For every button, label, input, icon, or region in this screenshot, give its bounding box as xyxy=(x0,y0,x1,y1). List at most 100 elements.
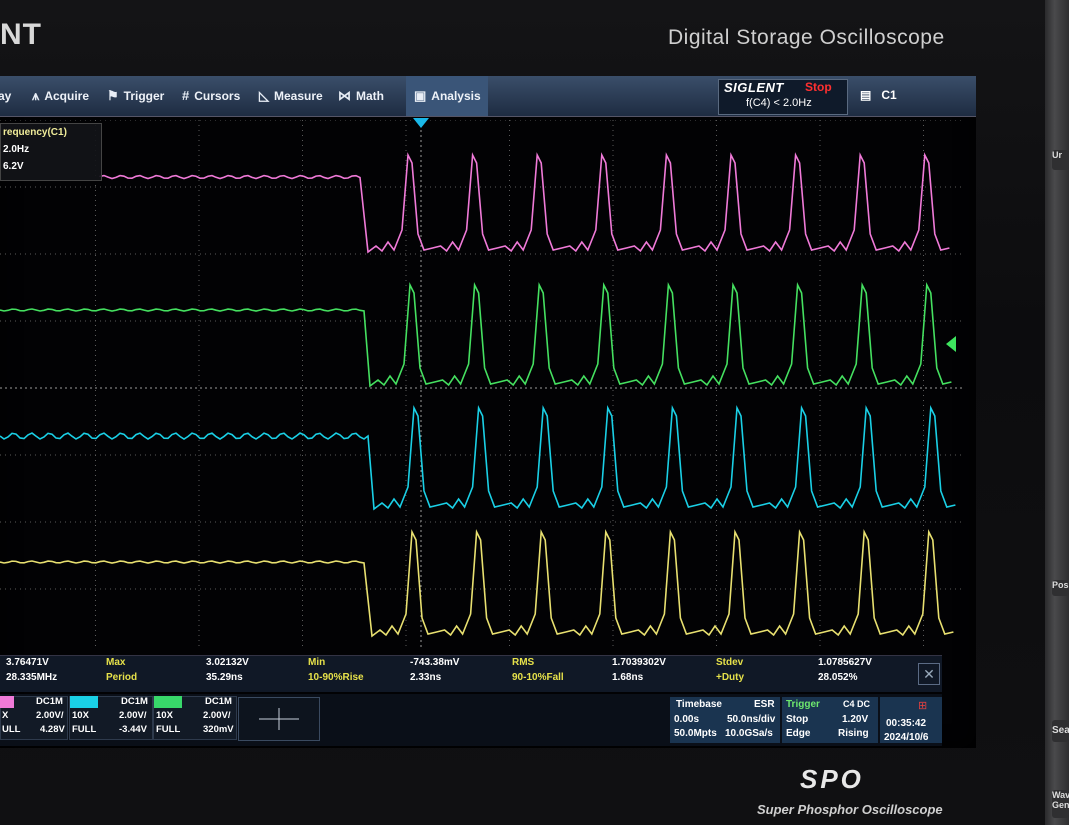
sample-rate: 10.0GSa/s xyxy=(725,728,773,739)
crosshair-icon xyxy=(259,708,299,730)
measure-label: Stdev xyxy=(716,657,744,668)
waveform-grid[interactable] xyxy=(0,120,962,650)
clock-time: 00:35:42 xyxy=(886,718,927,729)
freq-amplitude: 6.2V xyxy=(3,161,24,172)
timebase-title: Timebase xyxy=(676,699,722,710)
trigger-type: Edge xyxy=(786,728,811,739)
ch1-probe: X xyxy=(2,710,9,721)
menu-acquire[interactable]: ⩚ Acquire xyxy=(32,76,89,116)
trigger-position-marker[interactable] xyxy=(413,118,429,128)
siglent-logo: SIGLENT xyxy=(724,80,784,95)
menu-display[interactable]: ay xyxy=(0,89,12,103)
ch1-bandwidth: ULL xyxy=(2,724,21,735)
channel-offset-marker[interactable] xyxy=(946,336,956,352)
trigger-condition: f(C4) < 2.0Hz xyxy=(746,97,812,109)
ch3-bandwidth: FULL xyxy=(156,724,181,735)
measure-icon: ◺ xyxy=(259,88,269,103)
trace-channel-1 xyxy=(99,152,950,254)
list-icon: ▤ xyxy=(860,88,872,102)
ch2-offset: -3.44V xyxy=(119,724,147,735)
ch3-scale: 2.00V/ xyxy=(203,710,231,721)
trigger-source: C4 DC xyxy=(843,699,871,709)
measure-label: 90-10%Fall xyxy=(512,672,564,683)
analysis-icon: ▣ xyxy=(414,88,427,103)
channel-3-tag xyxy=(154,696,182,708)
channel-selector[interactable]: ▤ C1 xyxy=(860,88,897,102)
grid-lines xyxy=(0,120,962,650)
timebase-mode: ESR xyxy=(754,699,775,710)
product-title: Digital Storage Oscilloscope xyxy=(668,26,945,49)
measure-label: +Duty xyxy=(716,672,745,683)
measure-value: 3.76471V xyxy=(6,657,49,668)
waveform-traces xyxy=(0,152,956,638)
channel-1-settings[interactable] xyxy=(0,696,68,740)
timebase-panel[interactable] xyxy=(670,697,780,743)
freq-value: 2.0Hz xyxy=(3,144,30,155)
measure-value: 3.02132V xyxy=(206,657,249,668)
frequency-popup: requency(C1) 2.0Hz 6.2V xyxy=(0,123,102,181)
trigger-icon: ⚑ xyxy=(107,88,119,103)
brand-logo: NT xyxy=(0,18,42,51)
menu-cursors[interactable]: # Cursors xyxy=(182,76,240,116)
ch2-scale: 2.00V/ xyxy=(119,710,147,721)
measure-label: Min xyxy=(308,657,326,668)
trace-channel-2 xyxy=(0,282,952,388)
clock-panel xyxy=(880,697,942,743)
measure-value: 28.335MHz xyxy=(6,672,58,683)
channel-2-tag xyxy=(70,696,98,708)
menu-measure[interactable]: ◺ Measure xyxy=(259,76,323,116)
freq-title: requency(C1) xyxy=(3,127,67,138)
add-channel-button[interactable] xyxy=(238,697,320,741)
search-button[interactable]: Searc xyxy=(1052,720,1069,742)
side-control-panel xyxy=(1045,0,1069,825)
menu-trigger[interactable]: ⚑ Trigger xyxy=(107,76,164,116)
ch1-coupling: DC1M xyxy=(36,696,63,707)
measure-value: -743.38mV xyxy=(410,657,460,668)
trigger-panel[interactable] xyxy=(782,697,878,743)
ch1-scale: 2.00V/ xyxy=(36,710,64,721)
measure-value: 1.0785627V xyxy=(818,657,872,668)
measurement-bar xyxy=(0,655,942,692)
run-status-badge[interactable]: Stop xyxy=(805,80,832,94)
ch2-coupling: DC1M xyxy=(121,696,148,707)
trigger-slope: Rising xyxy=(838,728,869,739)
acquire-icon: ⩚ xyxy=(32,88,40,103)
ch3-offset: 320mV xyxy=(203,724,234,735)
measure-value: 1.68ns xyxy=(612,672,644,683)
timebase-scale: 50.0ns/div xyxy=(727,714,776,725)
timebase-delay: 0.00s xyxy=(674,714,700,725)
measure-label: Max xyxy=(106,657,126,668)
network-icon: ⊞ xyxy=(918,700,928,712)
side-label-position: Posi xyxy=(1052,580,1069,596)
close-icon: ✕ xyxy=(923,666,935,682)
spo-subtitle: Super Phosphor Oscilloscope xyxy=(757,802,943,817)
trigger-state: Stop xyxy=(786,714,809,725)
math-icon: ⋈ xyxy=(338,88,351,103)
memory-depth: 50.0Mpts xyxy=(674,728,717,739)
menu-math[interactable]: ⋈ Math xyxy=(338,76,384,116)
measure-label: 10-90%Rise xyxy=(308,672,364,683)
channel-1-tag xyxy=(0,696,14,708)
cursors-icon: # xyxy=(182,88,190,103)
measure-value: 1.7039302V xyxy=(612,657,666,668)
trigger-level: 1.20V xyxy=(842,714,869,725)
clock-date: 2024/10/6 xyxy=(884,732,929,743)
ch2-bandwidth: FULL xyxy=(72,724,97,735)
ch1-offset: 4.28V xyxy=(40,724,65,735)
trace-channel-3 xyxy=(0,405,956,511)
wave-gen-button[interactable]: Wave Gen xyxy=(1052,790,1069,818)
scope-screen xyxy=(0,76,976,748)
menu-analysis[interactable]: ▣ Analysis xyxy=(406,76,488,116)
spo-logo: SPO xyxy=(800,764,864,794)
measure-value: 28.052% xyxy=(818,672,858,683)
measure-value: 2.33ns xyxy=(410,672,442,683)
selected-channel-label: C1 xyxy=(881,88,897,102)
ch3-coupling: DC1M xyxy=(205,696,232,707)
measure-close-button[interactable]: ✕ xyxy=(918,663,940,685)
measure-label: Period xyxy=(106,672,138,683)
trigger-title: Trigger xyxy=(786,699,820,710)
measure-label: RMS xyxy=(512,657,535,668)
side-label-universal: Ur xyxy=(1052,150,1069,170)
trace-channel-4 xyxy=(0,529,954,638)
ch2-probe: 10X xyxy=(72,710,89,721)
